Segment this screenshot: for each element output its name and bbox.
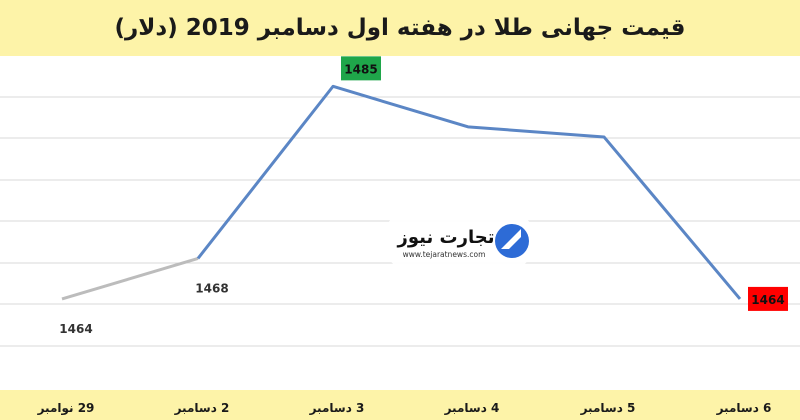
data-point — [61, 297, 64, 300]
logo-arrow-icon — [501, 229, 521, 249]
data-labels: 1464 1468 1485 1464 — [59, 56, 788, 336]
data-point — [739, 297, 742, 300]
data-point — [197, 257, 200, 260]
logo-brand-text: تجارت نیوز — [397, 227, 495, 248]
data-point — [467, 125, 470, 128]
tejaratnews-logo: تجارت نیوز www.tejaratnews.com — [380, 215, 538, 267]
x-tick-label: 3 دسامبر — [309, 401, 365, 415]
x-tick-label: 5 دسامبر — [580, 401, 636, 415]
data-label: 1468 — [195, 281, 228, 295]
x-tick-label: 29 نوامبر — [37, 401, 95, 416]
data-point — [603, 135, 606, 138]
logo-background — [380, 215, 538, 267]
x-axis-band — [0, 390, 800, 420]
x-tick-label: 2 دسامبر — [174, 401, 230, 415]
logo-url-text: www.tejaratnews.com — [403, 250, 486, 259]
data-label-max: 1485 — [344, 62, 377, 76]
chart-title: قیمت جهانی طلا در هفته اول دسامبر 2019 (… — [114, 15, 686, 41]
data-point — [332, 85, 335, 88]
series-lines — [61, 84, 742, 301]
data-label: 1464 — [59, 322, 92, 336]
x-tick-label: 6 دسامبر — [716, 401, 772, 415]
max-label-box — [341, 56, 381, 81]
data-label-min: 1464 — [751, 293, 784, 307]
x-tick-labels: 29 نوامبر 2 دسامبر 3 دسامبر 4 دسامبر 5 دسامب… — [37, 401, 772, 416]
gridlines — [0, 96, 800, 347]
series-line-prior — [61, 256, 199, 301]
title-band — [0, 0, 800, 56]
series-line — [196, 84, 742, 300]
x-tick-label: 4 دسامبر — [444, 401, 500, 415]
min-label-box — [748, 286, 788, 311]
